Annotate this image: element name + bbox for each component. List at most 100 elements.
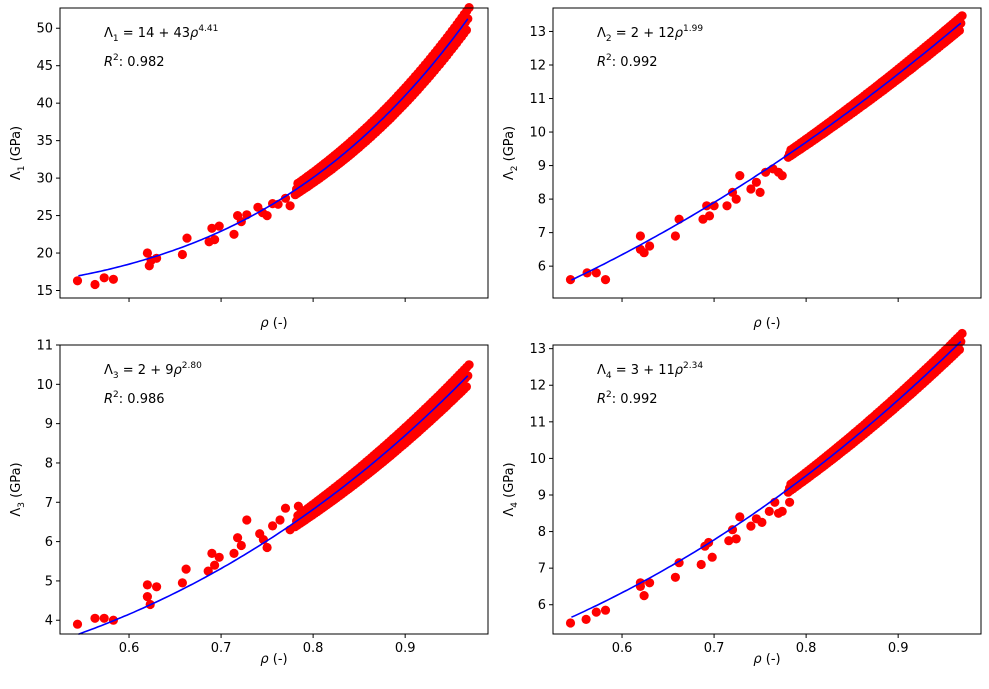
data-point xyxy=(72,619,83,629)
data-point xyxy=(777,171,787,181)
data-point xyxy=(707,552,717,562)
subplot-top-right: 6 7 8 9 10 11 12 13 ρ (-) Λ2 (GPa) Λ2 = 2 + 12ρ1.9… xyxy=(502,7,982,331)
data-point xyxy=(565,275,576,285)
y-tick-label: 7 xyxy=(538,226,546,241)
data-point xyxy=(755,187,765,197)
y-tick-label: 5 xyxy=(45,574,53,589)
y-tick-label: 20 xyxy=(36,247,53,262)
data-point xyxy=(152,582,162,592)
data-point xyxy=(464,360,474,370)
data-point xyxy=(285,201,295,211)
y-tick-label: 12 xyxy=(529,379,546,394)
data-point xyxy=(696,559,706,570)
data-point xyxy=(746,521,756,531)
data-point xyxy=(99,273,109,283)
data-point xyxy=(182,233,192,243)
y-axis-label: Λ1 (GPa) xyxy=(9,126,27,180)
axes-frame xyxy=(59,344,489,635)
x-axis-label: ρ (-) xyxy=(753,652,780,667)
data-point xyxy=(229,229,239,239)
data-point xyxy=(645,578,655,588)
data-point xyxy=(704,211,715,221)
y-tick-label: 25 xyxy=(36,209,53,224)
r-squared: R2: 0.986 xyxy=(104,390,165,407)
r-squared: R2: 0.992 xyxy=(597,390,658,407)
data-point xyxy=(207,548,217,559)
data-point xyxy=(751,177,762,187)
data-point xyxy=(670,572,681,582)
fit-equation: Λ1 = 14 + 43ρ4.41 xyxy=(104,24,218,44)
data-point xyxy=(724,536,734,546)
data-point xyxy=(722,201,732,211)
y-tick-label: 9 xyxy=(45,417,53,432)
data-point xyxy=(72,276,83,286)
x-tick-label: 0.6 xyxy=(119,641,140,656)
data-point xyxy=(954,25,965,36)
data-point xyxy=(746,184,756,194)
fit-curve xyxy=(571,341,962,618)
data-point xyxy=(757,517,767,528)
fit-curve xyxy=(571,22,962,281)
data-point xyxy=(90,279,100,290)
x-tick-label: 0.8 xyxy=(303,641,324,656)
x-tick-label: 0.9 xyxy=(395,641,416,656)
data-point xyxy=(99,613,109,623)
data-point xyxy=(764,506,774,516)
y-tick-label: 35 xyxy=(36,134,53,149)
fit-curve xyxy=(78,375,469,635)
subplot-bottom-right: 0.6 0.7 0.8 0.9 6 7 8 9 10 11 12 13 ρ (-) Λ4 (GPa) Λ4 … xyxy=(502,328,982,667)
data-point xyxy=(203,566,213,576)
data-point xyxy=(214,221,224,231)
data-point xyxy=(142,248,152,258)
x-axis-label: ρ (-) xyxy=(260,652,287,667)
data-point xyxy=(280,193,291,203)
data-point xyxy=(954,345,965,355)
y-tick-label: 13 xyxy=(529,25,546,40)
subplot-top-left: 15 20 25 30 35 40 45 50 ρ (-) Λ1 (GPa) Λ1 = 14 + 4… xyxy=(9,3,489,331)
y-tick-label: 7 xyxy=(45,496,53,511)
data-point xyxy=(210,235,220,245)
y-tick-label: 6 xyxy=(538,598,546,613)
y-tick-label: 10 xyxy=(36,378,53,393)
data-point xyxy=(242,515,252,525)
data-point xyxy=(210,560,220,570)
data-point xyxy=(177,249,187,260)
data-point xyxy=(268,521,278,531)
data-point xyxy=(957,328,967,339)
axes-frame xyxy=(552,344,982,635)
data-point xyxy=(600,275,611,285)
fit-equation: Λ2 = 2 + 12ρ1.99 xyxy=(597,24,703,44)
data-point xyxy=(727,525,738,535)
x-axis-label: ρ (-) xyxy=(260,316,287,331)
data-point xyxy=(275,515,285,525)
y-tick-label: 8 xyxy=(538,525,546,540)
data-point xyxy=(262,542,272,553)
y-tick-label: 8 xyxy=(538,193,546,208)
data-point xyxy=(591,268,601,278)
x-tick-label: 0.7 xyxy=(211,641,232,656)
data-point xyxy=(214,552,224,562)
x-tick-label: 0.8 xyxy=(796,641,817,656)
subplot-bottom-left: 0.6 0.7 0.8 0.9 4 5 6 7 8 9 10 11 ρ (-) Λ3 (GPa) Λ3 = … xyxy=(9,339,489,667)
y-tick-label: 11 xyxy=(529,415,546,430)
data-point xyxy=(142,592,152,602)
y-tick-label: 50 xyxy=(36,22,53,37)
data-point xyxy=(108,274,118,284)
x-tick-label: 0.6 xyxy=(612,641,633,656)
x-tick-label: 0.7 xyxy=(704,641,725,656)
data-point xyxy=(177,578,187,588)
x-axis-label: ρ (-) xyxy=(753,316,780,331)
y-tick-label: 10 xyxy=(529,452,546,467)
y-tick-label: 12 xyxy=(529,58,546,73)
data-point xyxy=(639,591,649,601)
data-point xyxy=(233,533,243,543)
data-point xyxy=(142,580,152,590)
data-point xyxy=(635,231,646,241)
data-point xyxy=(207,223,217,233)
data-point xyxy=(581,614,591,625)
data-point xyxy=(731,194,741,204)
fit-equation: Λ4 = 3 + 11ρ2.34 xyxy=(597,361,703,381)
data-point xyxy=(236,540,246,551)
y-tick-label: 9 xyxy=(538,159,546,174)
fit-equation: Λ3 = 2 + 9ρ2.80 xyxy=(104,361,202,381)
